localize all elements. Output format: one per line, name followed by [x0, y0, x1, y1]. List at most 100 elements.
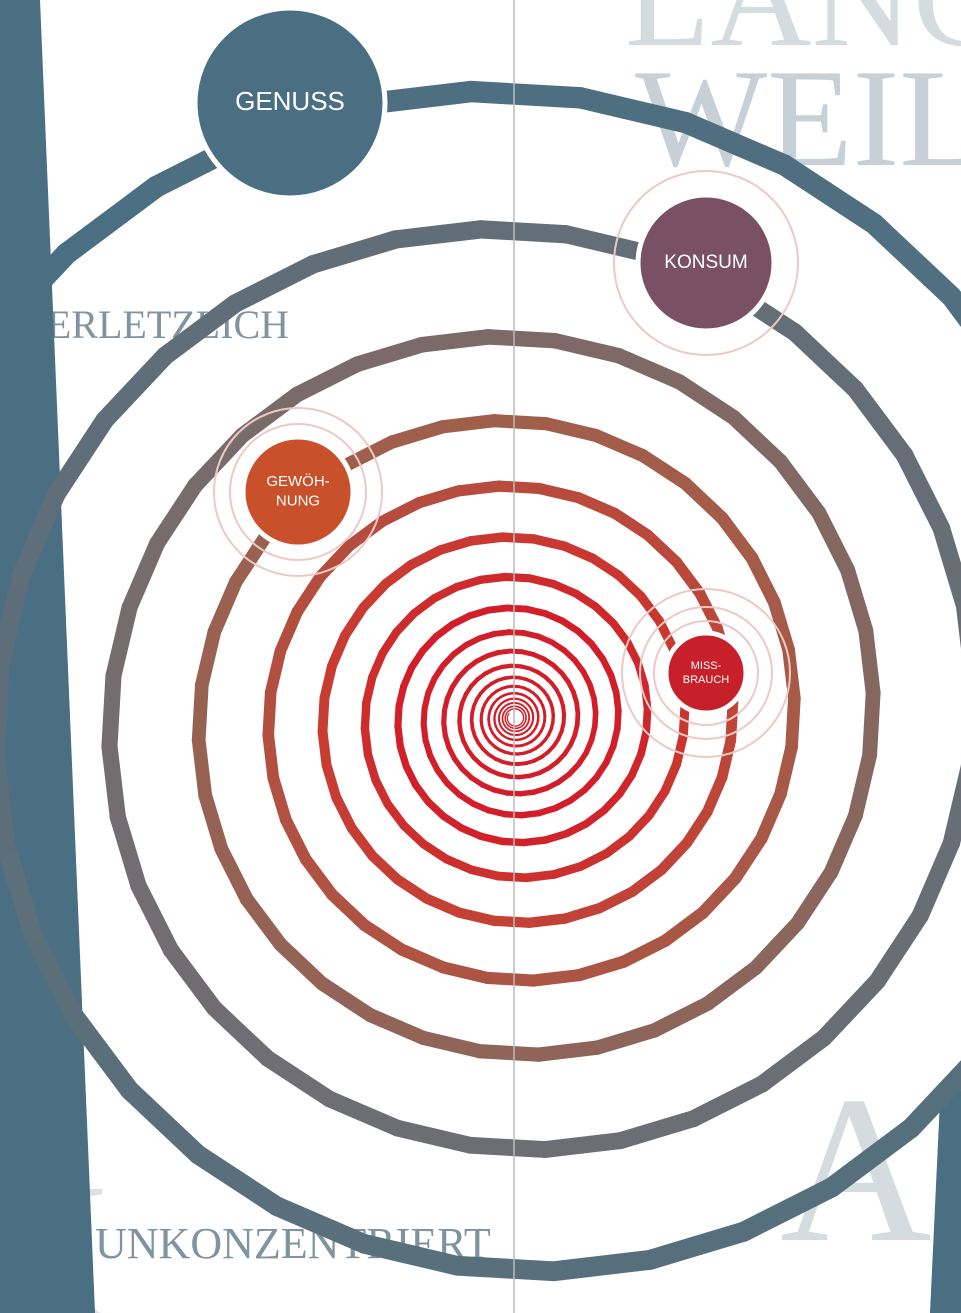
bg-word: VERLETZLICH — [18, 302, 289, 347]
spiral-segment — [659, 906, 710, 947]
spiral-segment — [549, 861, 586, 879]
spiral-segment — [198, 788, 229, 856]
spiral-segment — [660, 759, 682, 796]
spiral-segment — [636, 449, 692, 490]
spiral-segment — [155, 294, 245, 366]
spiral-segment — [349, 336, 430, 372]
spiral-segment — [354, 1233, 468, 1276]
spiral-segment — [671, 731, 688, 769]
spiral-segment — [774, 740, 798, 801]
spiral-segment — [840, 562, 874, 639]
spiral-segment — [289, 356, 366, 403]
spiral-segment — [0, 566, 31, 674]
spiral-segment — [533, 482, 584, 504]
spiral-segment — [392, 609, 419, 637]
spiral-segment — [22, 923, 84, 1026]
spiral-segment — [119, 1080, 208, 1165]
spiral-segment — [790, 864, 839, 931]
spiral-segment — [441, 854, 476, 875]
spiral-segment — [529, 534, 570, 551]
spiral-segment — [640, 1221, 754, 1270]
spiral-segment — [700, 960, 764, 1011]
spiral-segment — [848, 747, 878, 824]
spiral-segment — [262, 686, 277, 742]
spiral-segment — [556, 225, 658, 263]
spiral-segment — [559, 902, 605, 924]
node-label: MISS- — [691, 660, 722, 672]
spiral-segment — [623, 638, 643, 668]
spiral-segment — [454, 907, 499, 926]
spiral-segment — [497, 532, 539, 544]
spiral-segment — [671, 374, 742, 425]
spiral-segment — [64, 1005, 140, 1100]
spiral-segment — [371, 775, 392, 809]
spiral-segment — [452, 480, 505, 497]
spiral-segment — [378, 627, 401, 658]
left-band — [0, 0, 95, 1313]
spiral-segment — [476, 572, 510, 584]
spiral-segment — [609, 619, 632, 647]
right-band — [930, 1090, 961, 1313]
spiral-segment — [611, 348, 687, 390]
spiral-segment — [0, 746, 16, 855]
spiral-segment — [383, 799, 409, 830]
node — [240, 434, 356, 550]
spiral-segment — [317, 693, 330, 737]
spiral-segment — [644, 786, 670, 820]
spiral-segment — [280, 814, 312, 866]
node-halo — [639, 606, 773, 740]
spiral-segment — [363, 1007, 431, 1045]
node — [192, 5, 388, 201]
spiral-segment — [11, 484, 66, 586]
spiral-segment — [569, 87, 697, 134]
spiral-segment — [274, 606, 304, 657]
spiral-segment — [320, 1090, 406, 1137]
spiral-segment — [413, 485, 465, 509]
spiral-segment — [467, 865, 503, 881]
spiral-segment — [460, 80, 591, 109]
spiral-segment — [601, 831, 634, 858]
spiral-segment — [536, 1132, 629, 1158]
spiral-segment — [46, 410, 115, 504]
spiral-segment — [406, 545, 446, 570]
spiral-segment — [815, 972, 886, 1047]
spiral-segment — [858, 623, 881, 701]
spiral-segment — [588, 553, 624, 581]
spiral-segment — [543, 1249, 661, 1282]
spiral-segment — [617, 934, 672, 968]
spiral-segment — [863, 213, 961, 308]
spiral-segment — [121, 535, 166, 616]
spiral-segment — [101, 738, 126, 826]
spiral-segment — [386, 220, 490, 249]
spiral-segment — [0, 242, 78, 341]
node-label: GEWÖH- — [266, 472, 329, 490]
spiral-segment — [421, 893, 465, 918]
node-halo — [653, 620, 759, 726]
spiral-segment — [430, 582, 461, 603]
spiral-segment — [576, 849, 611, 871]
spiral-segment — [671, 556, 706, 599]
node-halo — [229, 423, 367, 561]
spiral-segment — [319, 660, 338, 703]
spiral-segment — [656, 837, 693, 876]
spiral-segment — [684, 1075, 771, 1128]
spiral-segment — [774, 154, 885, 235]
spiral-segment — [733, 1177, 842, 1242]
spiral-segment — [748, 915, 805, 975]
spiral-segment — [326, 888, 371, 932]
spiral-segment — [452, 575, 485, 592]
spiral-segment — [624, 810, 654, 841]
spiral-segment — [895, 446, 951, 538]
node-label: BRAUCH — [683, 674, 730, 686]
spiral-segment — [273, 937, 330, 991]
spiral-segment — [868, 907, 929, 990]
spiral-segment — [480, 329, 563, 349]
spiral-segment — [613, 570, 646, 601]
node-label: KONSUM — [664, 252, 747, 273]
spiral-segment — [768, 596, 795, 657]
spiral-segment — [191, 678, 209, 747]
spiral-segment — [646, 996, 715, 1038]
spiral-segment — [409, 594, 439, 618]
spiral-segment — [105, 599, 138, 684]
